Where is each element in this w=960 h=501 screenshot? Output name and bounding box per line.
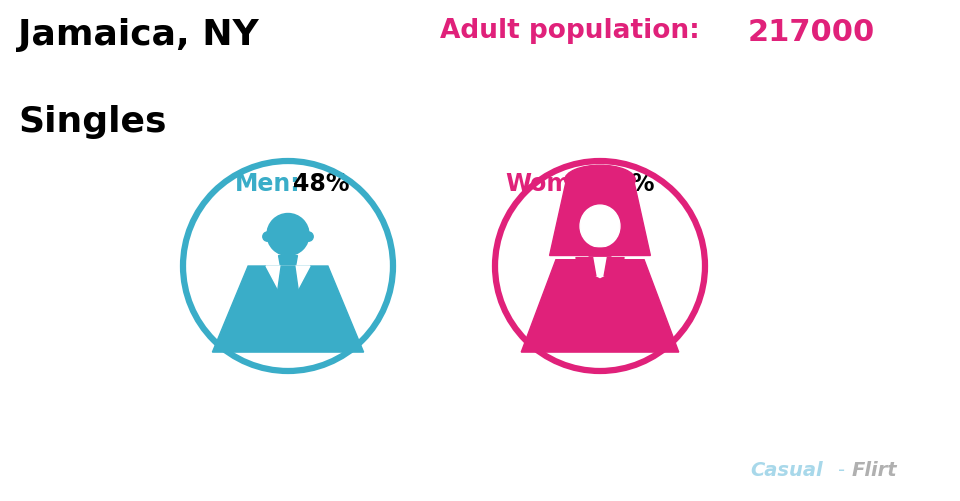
Polygon shape (521, 260, 679, 352)
Circle shape (495, 162, 705, 371)
Polygon shape (278, 256, 298, 267)
Text: 217000: 217000 (748, 18, 876, 47)
Circle shape (263, 232, 272, 242)
Text: Jamaica, NY: Jamaica, NY (18, 18, 258, 52)
Polygon shape (576, 258, 596, 279)
Polygon shape (277, 267, 299, 337)
Polygon shape (212, 267, 364, 352)
Text: Adult population:: Adult population: (440, 18, 700, 44)
Circle shape (267, 214, 309, 256)
Text: Casual: Casual (750, 460, 823, 479)
Ellipse shape (564, 166, 636, 195)
Polygon shape (266, 267, 310, 296)
Polygon shape (588, 248, 612, 261)
Text: -: - (838, 460, 845, 479)
Text: Men:: Men: (235, 172, 300, 195)
Ellipse shape (580, 206, 620, 247)
Text: 48%: 48% (293, 172, 349, 195)
Text: 51%: 51% (598, 172, 655, 195)
Polygon shape (549, 180, 651, 256)
Text: Singles: Singles (18, 105, 166, 139)
Polygon shape (604, 258, 624, 279)
Text: Women:: Women: (505, 172, 613, 195)
Circle shape (183, 162, 393, 371)
Circle shape (304, 232, 313, 242)
Text: Flirt: Flirt (852, 460, 898, 479)
Polygon shape (576, 258, 624, 278)
